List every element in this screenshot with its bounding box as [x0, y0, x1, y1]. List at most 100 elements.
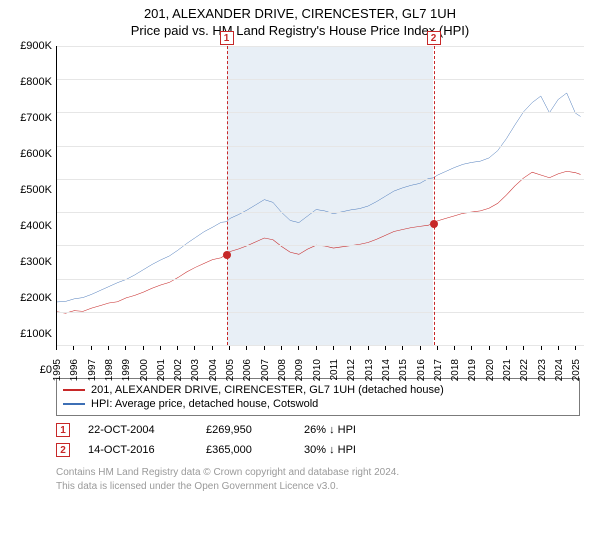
- x-tick-label: 2010: [312, 359, 323, 381]
- gridline: [57, 312, 584, 313]
- x-tick-mark: [402, 346, 403, 350]
- x-tick-mark: [350, 346, 351, 350]
- sale-pct-vs-hpi: 30% ↓ HPI: [304, 444, 414, 456]
- x-tick-mark: [316, 346, 317, 350]
- line-series: [57, 46, 584, 345]
- sale-price: £365,000: [206, 444, 286, 456]
- x-tick-mark: [125, 346, 126, 350]
- x-tick-label: 2003: [190, 359, 201, 381]
- plot-area: 12: [56, 46, 584, 346]
- x-tick-label: 1998: [104, 359, 115, 381]
- x-tick-label: 2004: [208, 359, 219, 381]
- sale-pct-vs-hpi: 26% ↓ HPI: [304, 424, 414, 436]
- x-tick-mark: [229, 346, 230, 350]
- titles: 201, ALEXANDER DRIVE, CIRENCESTER, GL7 1…: [0, 0, 600, 40]
- x-tick-label: 2015: [398, 359, 409, 381]
- y-tick-label: £600K: [8, 148, 52, 160]
- x-tick-mark: [506, 346, 507, 350]
- chart-container: 201, ALEXANDER DRIVE, CIRENCESTER, GL7 1…: [0, 0, 600, 560]
- sales-table: 1 22-OCT-2004 £269,950 26% ↓ HPI 2 14-OCT-201…: [56, 420, 580, 460]
- x-tick-mark: [177, 346, 178, 350]
- legend-swatch: [63, 389, 85, 391]
- sale-marker-2: 2: [427, 31, 441, 45]
- sale-row-marker: 1: [56, 423, 70, 437]
- x-tick-mark: [368, 346, 369, 350]
- x-axis-ticks: 1995199619971998199920002001200220032004…: [56, 346, 584, 370]
- sale-dot-2: [430, 220, 438, 228]
- gridline: [57, 279, 584, 280]
- x-tick-mark: [541, 346, 542, 350]
- x-tick-mark: [264, 346, 265, 350]
- gridline: [57, 46, 584, 47]
- series-line: [57, 171, 581, 313]
- legend-item: 201, ALEXANDER DRIVE, CIRENCESTER, GL7 1…: [63, 383, 573, 397]
- x-tick-label: 1996: [69, 359, 80, 381]
- x-tick-mark: [73, 346, 74, 350]
- x-tick-label: 2024: [554, 359, 565, 381]
- x-tick-label: 2002: [173, 359, 184, 381]
- x-tick-label: 2025: [571, 359, 582, 381]
- gridline: [57, 179, 584, 180]
- gridline: [57, 79, 584, 80]
- x-tick-label: 2022: [519, 359, 530, 381]
- sale-marker-1: 1: [220, 31, 234, 45]
- x-tick-label: 2009: [294, 359, 305, 381]
- y-tick-label: £700K: [8, 112, 52, 124]
- gridline: [57, 112, 584, 113]
- legend: 201, ALEXANDER DRIVE, CIRENCESTER, GL7 1…: [56, 378, 580, 416]
- x-tick-label: 1995: [52, 359, 63, 381]
- x-tick-mark: [143, 346, 144, 350]
- x-tick-mark: [575, 346, 576, 350]
- gridline: [57, 146, 584, 147]
- y-tick-label: £500K: [8, 184, 52, 196]
- y-tick-label: £400K: [8, 220, 52, 232]
- x-tick-label: 2020: [485, 359, 496, 381]
- x-tick-label: 2013: [364, 359, 375, 381]
- x-tick-label: 2016: [416, 359, 427, 381]
- x-tick-label: 2001: [156, 359, 167, 381]
- x-tick-label: 2005: [225, 359, 236, 381]
- x-tick-label: 2017: [433, 359, 444, 381]
- x-tick-label: 1999: [121, 359, 132, 381]
- x-tick-label: 2006: [242, 359, 253, 381]
- x-tick-mark: [246, 346, 247, 350]
- x-tick-mark: [489, 346, 490, 350]
- x-tick-mark: [437, 346, 438, 350]
- sale-price: £269,950: [206, 424, 286, 436]
- x-tick-mark: [160, 346, 161, 350]
- x-tick-mark: [454, 346, 455, 350]
- footer: Contains HM Land Registry data © Crown c…: [56, 466, 580, 493]
- gridline: [57, 212, 584, 213]
- footer-line-1: Contains HM Land Registry data © Crown c…: [56, 466, 580, 480]
- x-tick-mark: [523, 346, 524, 350]
- sale-row-marker: 2: [56, 443, 70, 457]
- x-tick-label: 2018: [450, 359, 461, 381]
- y-tick-label: £800K: [8, 76, 52, 88]
- x-tick-label: 2014: [381, 359, 392, 381]
- y-tick-label: £300K: [8, 256, 52, 268]
- legend-label: HPI: Average price, detached house, Cots…: [91, 398, 318, 410]
- sale-row: 2 14-OCT-2016 £365,000 30% ↓ HPI: [56, 440, 580, 460]
- title-address: 201, ALEXANDER DRIVE, CIRENCESTER, GL7 1…: [10, 6, 590, 21]
- x-tick-label: 2021: [502, 359, 513, 381]
- chart: £0£100K£200K£300K£400K£500K£600K£700K£80…: [10, 46, 590, 370]
- x-tick-mark: [420, 346, 421, 350]
- sale-date: 14-OCT-2016: [88, 444, 188, 456]
- x-tick-mark: [281, 346, 282, 350]
- legend-label: 201, ALEXANDER DRIVE, CIRENCESTER, GL7 1…: [91, 384, 444, 396]
- y-tick-label: £100K: [8, 328, 52, 340]
- y-tick-label: £0: [8, 364, 52, 376]
- sale-vline: [227, 46, 228, 345]
- x-tick-mark: [212, 346, 213, 350]
- x-tick-label: 1997: [87, 359, 98, 381]
- y-axis-ticks: £0£100K£200K£300K£400K£500K£600K£700K£80…: [8, 46, 52, 370]
- title-subtitle: Price paid vs. HM Land Registry's House …: [10, 23, 590, 38]
- x-tick-mark: [108, 346, 109, 350]
- legend-swatch: [63, 403, 85, 405]
- sale-date: 22-OCT-2004: [88, 424, 188, 436]
- x-tick-label: 2023: [537, 359, 548, 381]
- x-tick-mark: [56, 346, 57, 350]
- sale-vline: [434, 46, 435, 345]
- series-line: [57, 93, 581, 302]
- x-tick-label: 2000: [139, 359, 150, 381]
